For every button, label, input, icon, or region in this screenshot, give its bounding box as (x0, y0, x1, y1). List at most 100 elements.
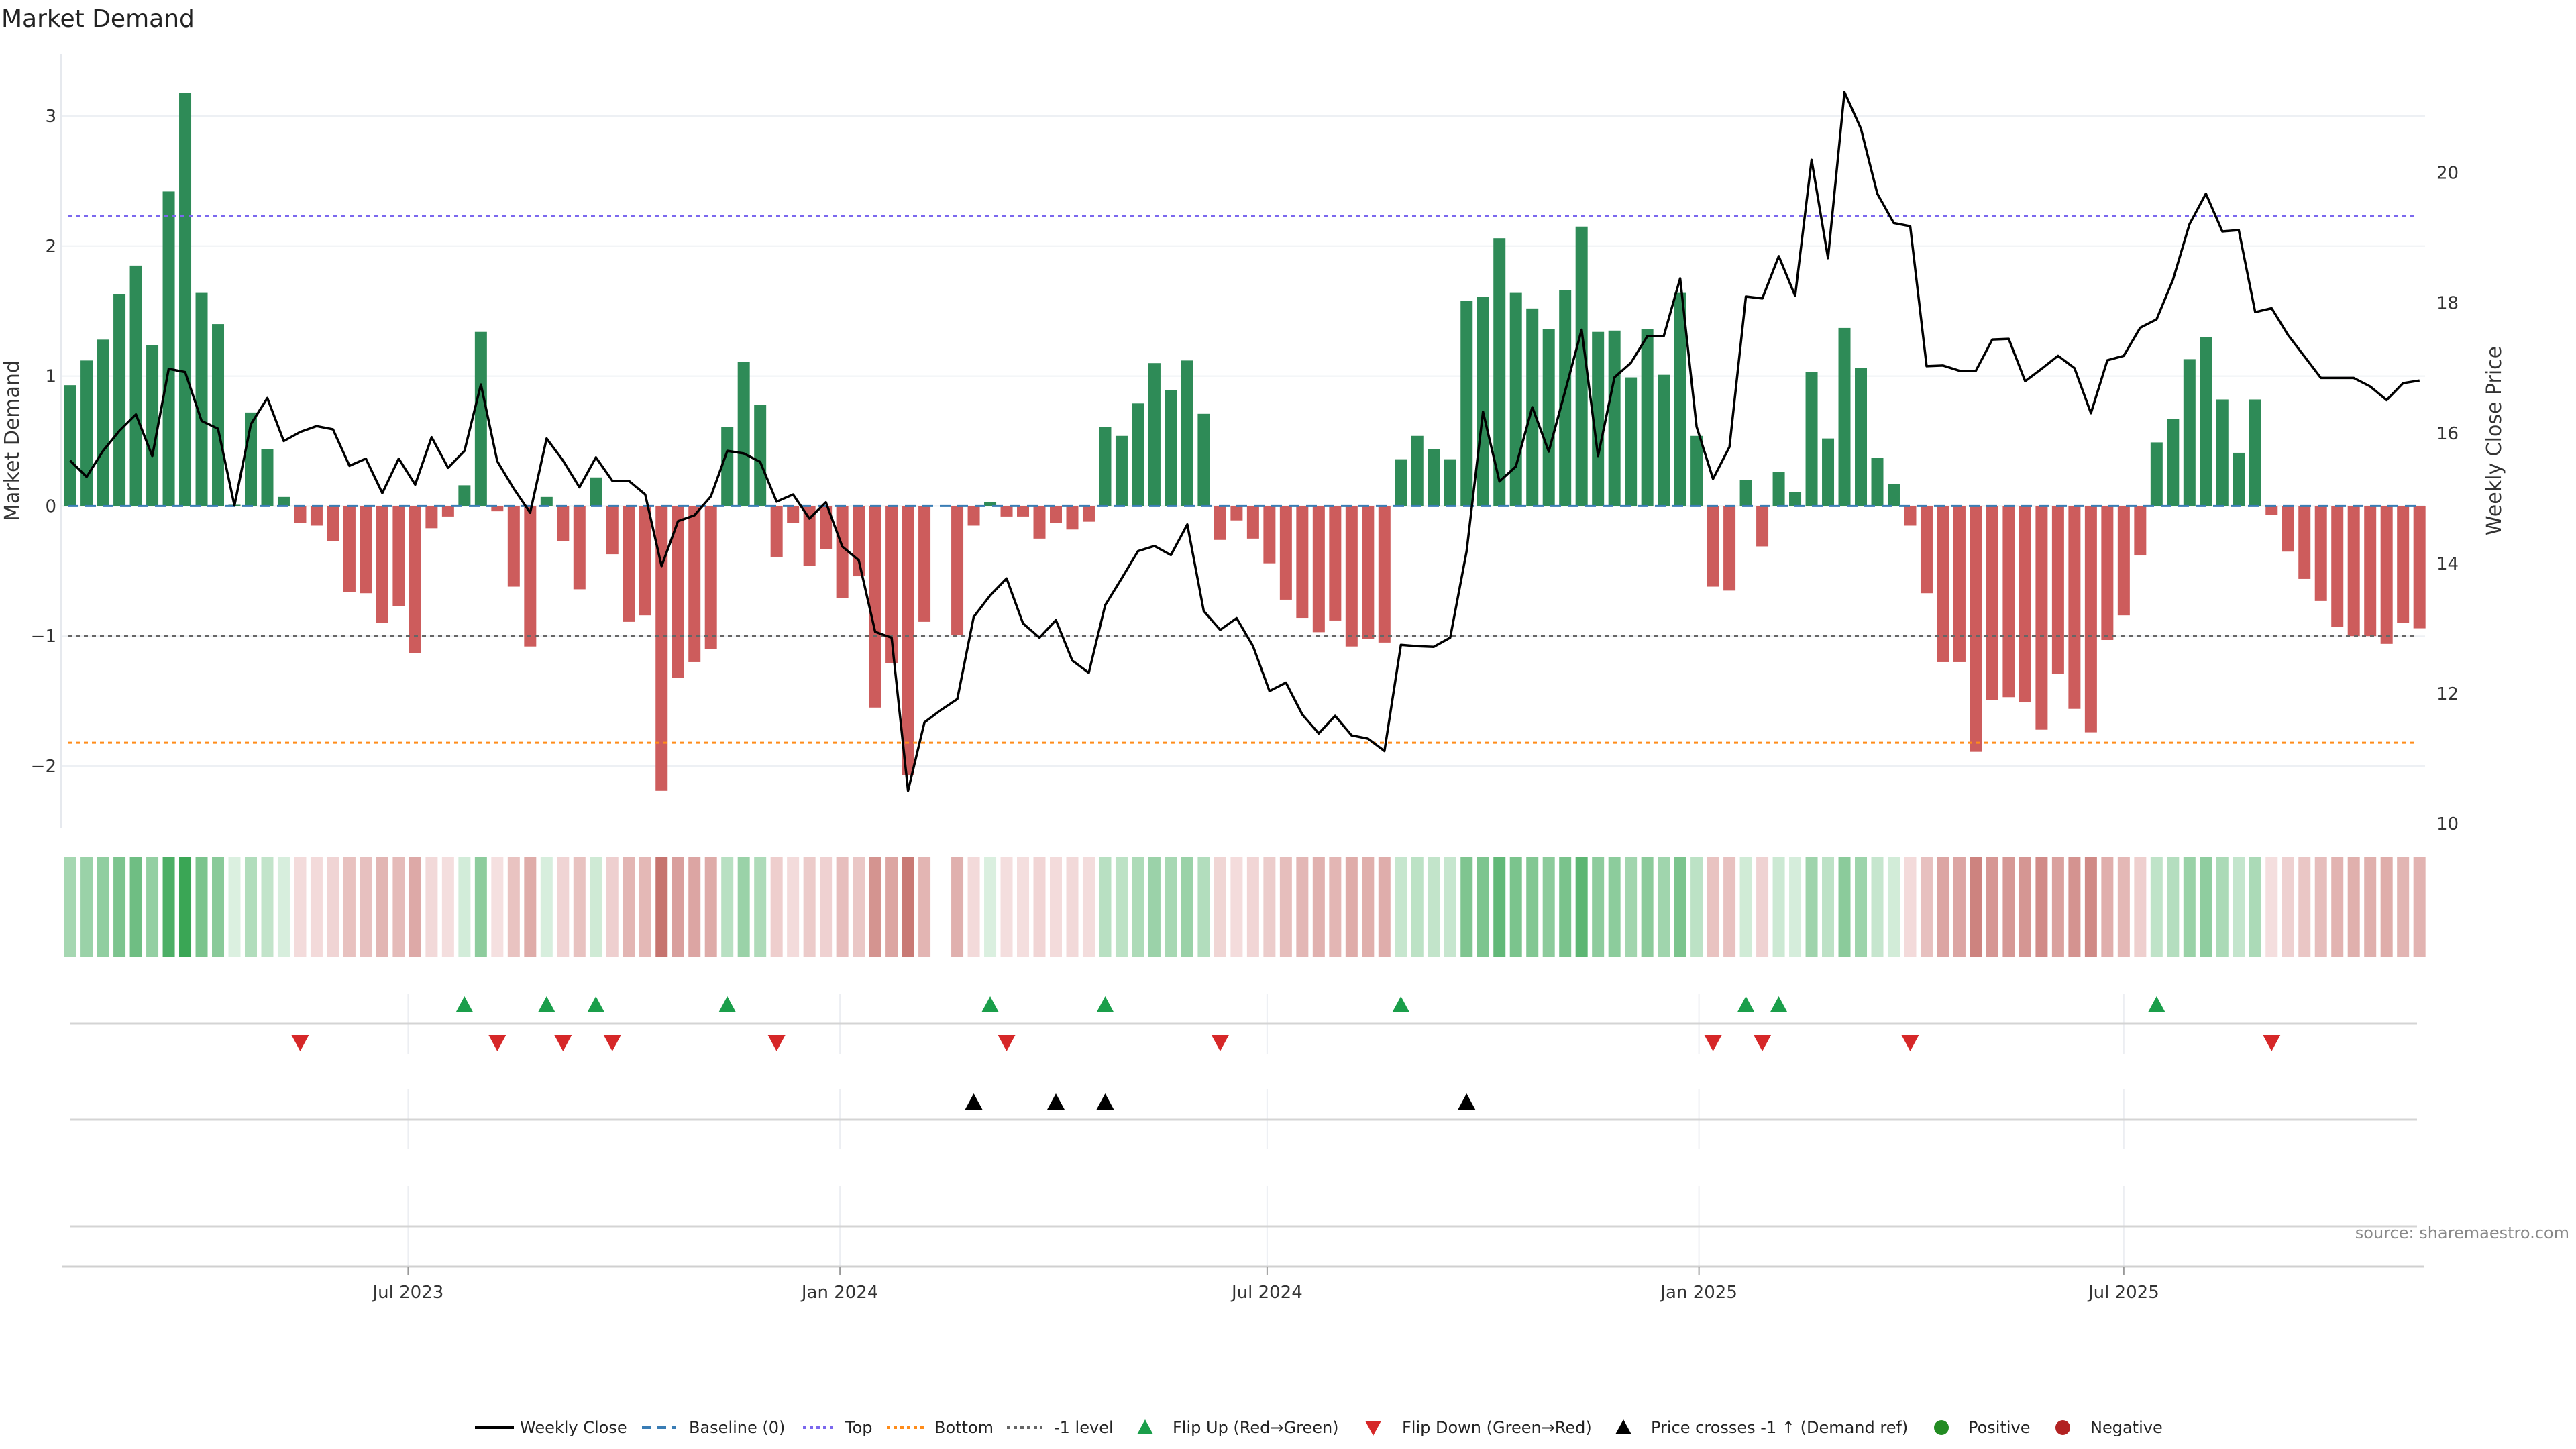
heatmap-cell (2216, 857, 2229, 957)
heatmap-cell (2150, 857, 2163, 957)
heatmap-cell (902, 857, 914, 957)
bar-positive (2249, 399, 2261, 506)
heatmap-cell (1641, 857, 1654, 957)
bar-negative (1050, 506, 1062, 523)
heatmap-cell (1460, 857, 1473, 957)
heatmap-cell (1789, 857, 1802, 957)
heatmap-cell (228, 857, 241, 957)
heatmap-cell (2117, 857, 2130, 957)
bar-positive (590, 477, 602, 506)
bar-negative (853, 506, 865, 577)
heatmap-cell (1690, 857, 1703, 957)
bar-negative (1920, 506, 1933, 594)
legend-label: Baseline (0) (689, 1418, 785, 1437)
bar-negative (2019, 506, 2031, 703)
bar-negative (310, 506, 323, 526)
weekly-close-line (69, 91, 2420, 792)
flip-down-marker (2263, 1035, 2281, 1051)
bar-positive (1674, 292, 1686, 506)
heatmap-cell (1920, 857, 1933, 957)
heatmap-cell (1345, 857, 1358, 957)
chart-title: Market Demand (1, 5, 195, 33)
bar-negative (2298, 506, 2311, 579)
bar-positive (1559, 290, 1572, 506)
bar-negative (1723, 506, 1736, 591)
demand-bars (64, 93, 2426, 791)
bar-negative (1707, 506, 1719, 587)
heatmap-cell (2380, 857, 2393, 957)
heatmap-cell (1559, 857, 1572, 957)
bar-positive (458, 485, 471, 506)
heatmap-cell (179, 857, 192, 957)
heatmap-cell (1263, 857, 1276, 957)
flip-up-marker (1392, 996, 1410, 1012)
bar-positive (1789, 492, 1802, 506)
bar-positive (737, 362, 750, 506)
heatmap-cell (820, 857, 833, 957)
heatmap-cell (2265, 857, 2278, 957)
heatmap-cell (1296, 857, 1309, 957)
y-tick-label: 1 (45, 367, 56, 387)
heatmap-cell (1197, 857, 1210, 957)
bar-positive (1099, 427, 1112, 506)
heatmap-cell (327, 857, 339, 957)
y2-tick-label: 14 (2436, 554, 2459, 574)
bar-positive (1411, 435, 1424, 506)
heatmap-cell (277, 857, 290, 957)
reference-lines (68, 215, 2418, 744)
bar-negative (770, 506, 783, 557)
weekly-close-line-group (69, 91, 2420, 792)
heatmap-cell (1887, 857, 1900, 957)
legend-label: Positive (1968, 1418, 2031, 1437)
heatmap-cell (1329, 857, 1342, 957)
price-cross-marker (1458, 1093, 1476, 1110)
bar-positive (1542, 329, 1555, 506)
heatmap-cell (573, 857, 586, 957)
bar-positive (1444, 459, 1456, 506)
bar-negative (623, 506, 635, 622)
heatmap-cell (2167, 857, 2180, 957)
bar-positive (2233, 452, 2245, 506)
bar-negative (820, 506, 833, 549)
heatmap-cell (787, 857, 800, 957)
heatmap-cell (2068, 857, 2081, 957)
bar-positive (212, 324, 225, 506)
heatmap-cell (474, 857, 487, 957)
bar-positive (984, 502, 997, 506)
heatmap-cell (1230, 857, 1243, 957)
bar-positive (1592, 331, 1605, 506)
bar-negative (1230, 506, 1243, 521)
bar-negative (409, 506, 421, 653)
heatmap-cell (2331, 857, 2344, 957)
bar-negative (2068, 506, 2081, 709)
bar-positive (1115, 435, 1128, 506)
heatmap-cell (704, 857, 717, 957)
bar-positive (2183, 359, 2196, 506)
bar-negative (836, 506, 849, 598)
heatmap-cell (754, 857, 767, 957)
bar-negative (327, 506, 339, 541)
heatmap-cell (1509, 857, 1522, 957)
heatmap-cell (294, 857, 307, 957)
bar-positive (540, 496, 553, 506)
flip-down-marker (1754, 1035, 1772, 1051)
flip-down-marker (1901, 1035, 1919, 1051)
heatmap-cell (1756, 857, 1769, 957)
bar-negative (606, 506, 619, 555)
right-axis-ticks: 20 18 16 14 12 10 (2436, 164, 2459, 835)
heatmap-cell (1165, 857, 1177, 957)
heatmap-cell (1066, 857, 1079, 957)
bar-positive (1871, 458, 1884, 506)
heatmap-cell (1838, 857, 1851, 957)
flip-up-marker (1737, 996, 1755, 1012)
heatmap-cell (770, 857, 783, 957)
bar-positive (261, 449, 274, 506)
heatmap-cell (1970, 857, 1982, 957)
bar-positive (1575, 226, 1588, 506)
bar-negative (441, 506, 454, 517)
flip-up-marker (718, 996, 737, 1012)
heatmap-cell (392, 857, 405, 957)
bar-negative (902, 506, 914, 775)
heatmap-cell (1707, 857, 1719, 957)
legend-flip-up-icon (1137, 1419, 1153, 1434)
